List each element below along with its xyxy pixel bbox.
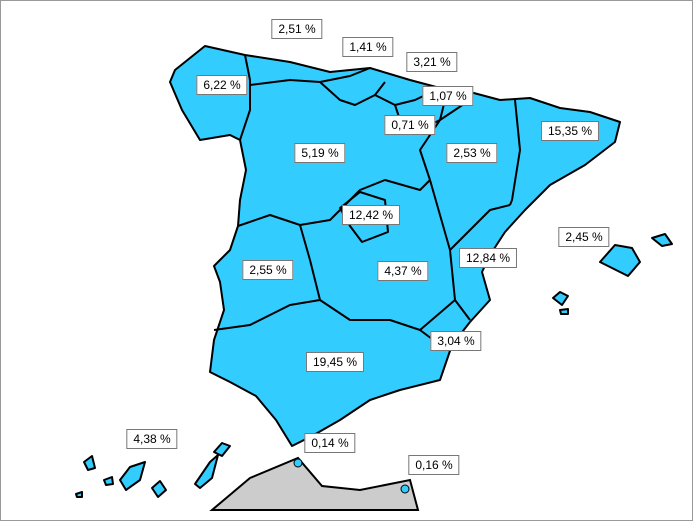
balearic-mallorca: [599, 244, 641, 277]
region-label: 19,45 %: [305, 352, 365, 372]
region-label: 1,07 %: [422, 86, 474, 106]
melilla: [400, 484, 410, 494]
region-label: 1,41 %: [342, 37, 394, 57]
border: [449, 204, 511, 301]
canary-3: [119, 461, 146, 491]
region-label: 0,71 %: [384, 115, 436, 135]
region-label: 6,22 %: [196, 75, 248, 95]
region-label: 0,16 %: [408, 455, 460, 475]
border: [213, 299, 441, 346]
border: [299, 224, 321, 301]
region-label: 12,42 %: [341, 205, 401, 225]
canary-1: [83, 455, 96, 471]
canary-4: [151, 480, 167, 498]
region-label: 4,37 %: [377, 261, 429, 281]
ceuta: [293, 458, 303, 468]
border: [239, 54, 251, 141]
africa: [209, 456, 420, 511]
balearic-ibiza: [552, 291, 569, 306]
region-label: 5,19 %: [294, 143, 346, 163]
region-label: 3,04 %: [430, 331, 482, 351]
canary-7: [75, 491, 83, 498]
balearic-menorca: [651, 233, 673, 247]
balearic-formentera: [559, 308, 569, 315]
region-label: 2,45 %: [558, 227, 610, 247]
border: [319, 81, 386, 106]
region-label: 2,55 %: [242, 260, 294, 280]
border: [419, 99, 471, 181]
region-label: 3,21 %: [406, 52, 458, 72]
border: [509, 99, 521, 206]
madrid: [339, 191, 389, 243]
region-label: 12,84 %: [458, 248, 518, 268]
canary-2: [103, 476, 114, 486]
canary-6: [213, 442, 231, 457]
region-label: 0,14 %: [304, 433, 356, 453]
canary-5: [194, 454, 219, 489]
region-label: 4,38 %: [126, 429, 178, 449]
region-label: 2,51 %: [271, 19, 323, 39]
border: [429, 179, 451, 251]
region-label: 15,35 %: [540, 121, 600, 141]
region-label: 2,53 %: [446, 143, 498, 163]
